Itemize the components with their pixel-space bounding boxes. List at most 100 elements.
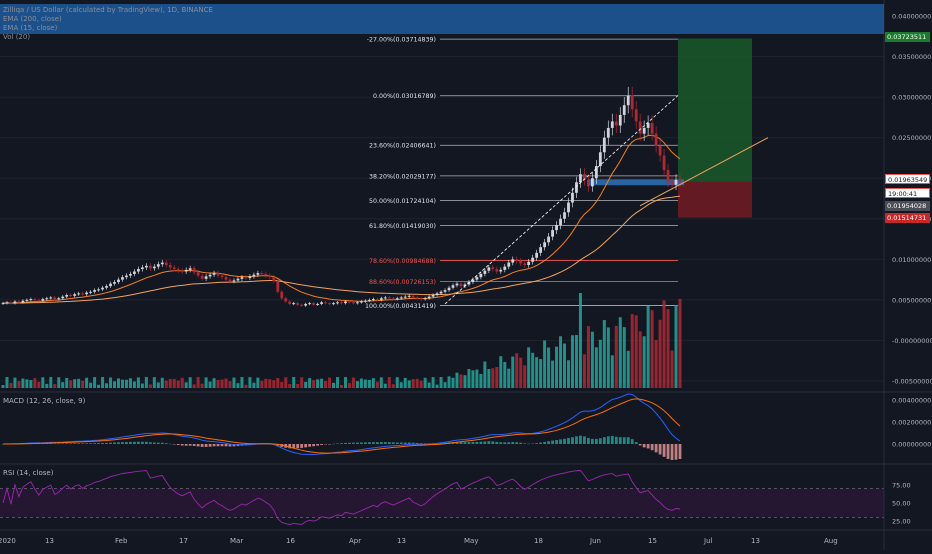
macd-histogram-bar <box>391 442 395 444</box>
macd-histogram-bar <box>658 444 662 455</box>
volume-bar <box>618 317 622 388</box>
candle-body <box>543 242 546 248</box>
volume-bar <box>403 377 407 388</box>
candle-body <box>188 268 192 270</box>
candle-body <box>483 270 487 274</box>
candle-body <box>491 267 495 270</box>
trend-lines[interactable] <box>444 95 769 305</box>
macd-histogram-bar <box>367 442 371 444</box>
candle-body <box>559 218 562 226</box>
macd-histogram-bar <box>200 444 204 447</box>
grid-lines <box>0 15 932 531</box>
macd-histogram-bar <box>551 440 554 444</box>
ema-line <box>2 134 681 304</box>
fibonacci-retracement[interactable]: -27.00%(0.03714839) 0.00%(0.03016789) 23.6… <box>365 37 678 310</box>
candle-body <box>352 302 355 304</box>
volume-bar <box>160 377 164 388</box>
volume-bar <box>248 377 252 388</box>
ema-200-legend[interactable]: EMA (200, close) <box>3 15 62 23</box>
macd-histogram-bar <box>73 443 77 444</box>
volume-bar <box>61 382 65 388</box>
candle-body <box>515 259 519 261</box>
volume-bar <box>316 379 320 388</box>
macd-histogram-bar <box>618 437 622 444</box>
macd-histogram-bar <box>324 444 327 445</box>
volume-bar <box>578 293 582 388</box>
volume-bar <box>419 380 423 388</box>
macd-histogram-bar <box>535 443 539 444</box>
volume-bar <box>642 336 646 388</box>
volume-bar <box>622 327 626 388</box>
candle-body <box>344 301 347 304</box>
candle-body <box>451 285 455 288</box>
volume-bar <box>399 382 403 388</box>
candle-body <box>590 178 594 187</box>
volume-bar <box>252 382 256 388</box>
candle-body <box>503 266 507 270</box>
candle-body <box>192 268 196 273</box>
candle-body <box>455 283 459 286</box>
volume-bar <box>296 383 300 388</box>
macd-histogram-bar <box>53 443 57 445</box>
volume-bar <box>367 379 371 388</box>
long-position-tool[interactable] <box>588 38 752 218</box>
volume-bar <box>602 320 606 388</box>
volume-bar <box>324 380 328 388</box>
volume-bar <box>359 378 363 388</box>
volume-bar <box>391 384 395 388</box>
volume-bar <box>128 378 132 388</box>
candle-body <box>567 202 570 213</box>
volume-bar <box>256 377 260 388</box>
fib-level-label: 78.60%(0.00984688) <box>369 258 436 265</box>
volume-bar <box>320 378 324 388</box>
volume-bar <box>423 377 427 388</box>
candle-body <box>459 283 463 287</box>
candle-body <box>654 133 658 146</box>
candle-body <box>375 299 379 301</box>
macd-legend[interactable]: MACD (12, 26, close, 9) <box>3 397 86 405</box>
macd-histogram-bar <box>662 444 666 457</box>
fib-level-label: 23.60%(0.02406641) <box>369 143 436 150</box>
volume-bar <box>132 381 136 388</box>
candle-body <box>204 276 208 279</box>
candle-body <box>129 273 132 276</box>
ema-15-legend[interactable]: EMA (15, close) <box>3 24 58 32</box>
macd-histogram-bar <box>37 443 41 445</box>
candle-body <box>5 302 9 304</box>
volume-bar <box>89 382 93 388</box>
volume-bar <box>658 319 662 388</box>
macd-histogram-bar <box>168 443 172 445</box>
time-axis-label: Feb <box>115 537 128 545</box>
chart-legend[interactable]: Zilliqa / US Dollar (calculated by Tradi… <box>3 6 213 42</box>
price-tick-label: 0.03000000 <box>892 94 931 102</box>
macd-histogram-bar <box>590 438 594 444</box>
candle-body <box>180 270 184 272</box>
macd-histogram-bar <box>356 442 359 444</box>
support-zone <box>588 179 684 186</box>
candle-body <box>487 267 491 271</box>
candle-body <box>168 265 172 268</box>
candle-body <box>658 145 662 156</box>
volume-bar <box>188 377 192 388</box>
candle-body <box>61 296 65 299</box>
volume-bar <box>292 377 296 388</box>
macd-histogram-bar <box>69 443 73 444</box>
symbol-title[interactable]: Zilliqa / US Dollar (calculated by Tradi… <box>3 6 213 14</box>
dashed-trend-line <box>444 95 679 305</box>
macd-histogram-bar <box>137 441 140 444</box>
volume-legend[interactable]: Vol (20) <box>3 33 31 41</box>
rsi-tick-label: 25.00 <box>892 518 911 526</box>
macd-histogram-bar <box>630 439 634 444</box>
rsi-legend[interactable]: RSI (14, close) <box>3 469 54 477</box>
candle-body <box>320 302 323 304</box>
macd-histogram-bar <box>228 444 232 447</box>
price-tick-label: -0.00500000 <box>892 378 932 386</box>
candle-body <box>316 303 320 305</box>
candle-body <box>606 127 610 138</box>
candle-body <box>579 174 582 183</box>
price-tick-label: 0.03500000 <box>892 53 931 61</box>
volume-bar <box>148 384 152 388</box>
time-axis-label: 18 <box>534 537 543 545</box>
